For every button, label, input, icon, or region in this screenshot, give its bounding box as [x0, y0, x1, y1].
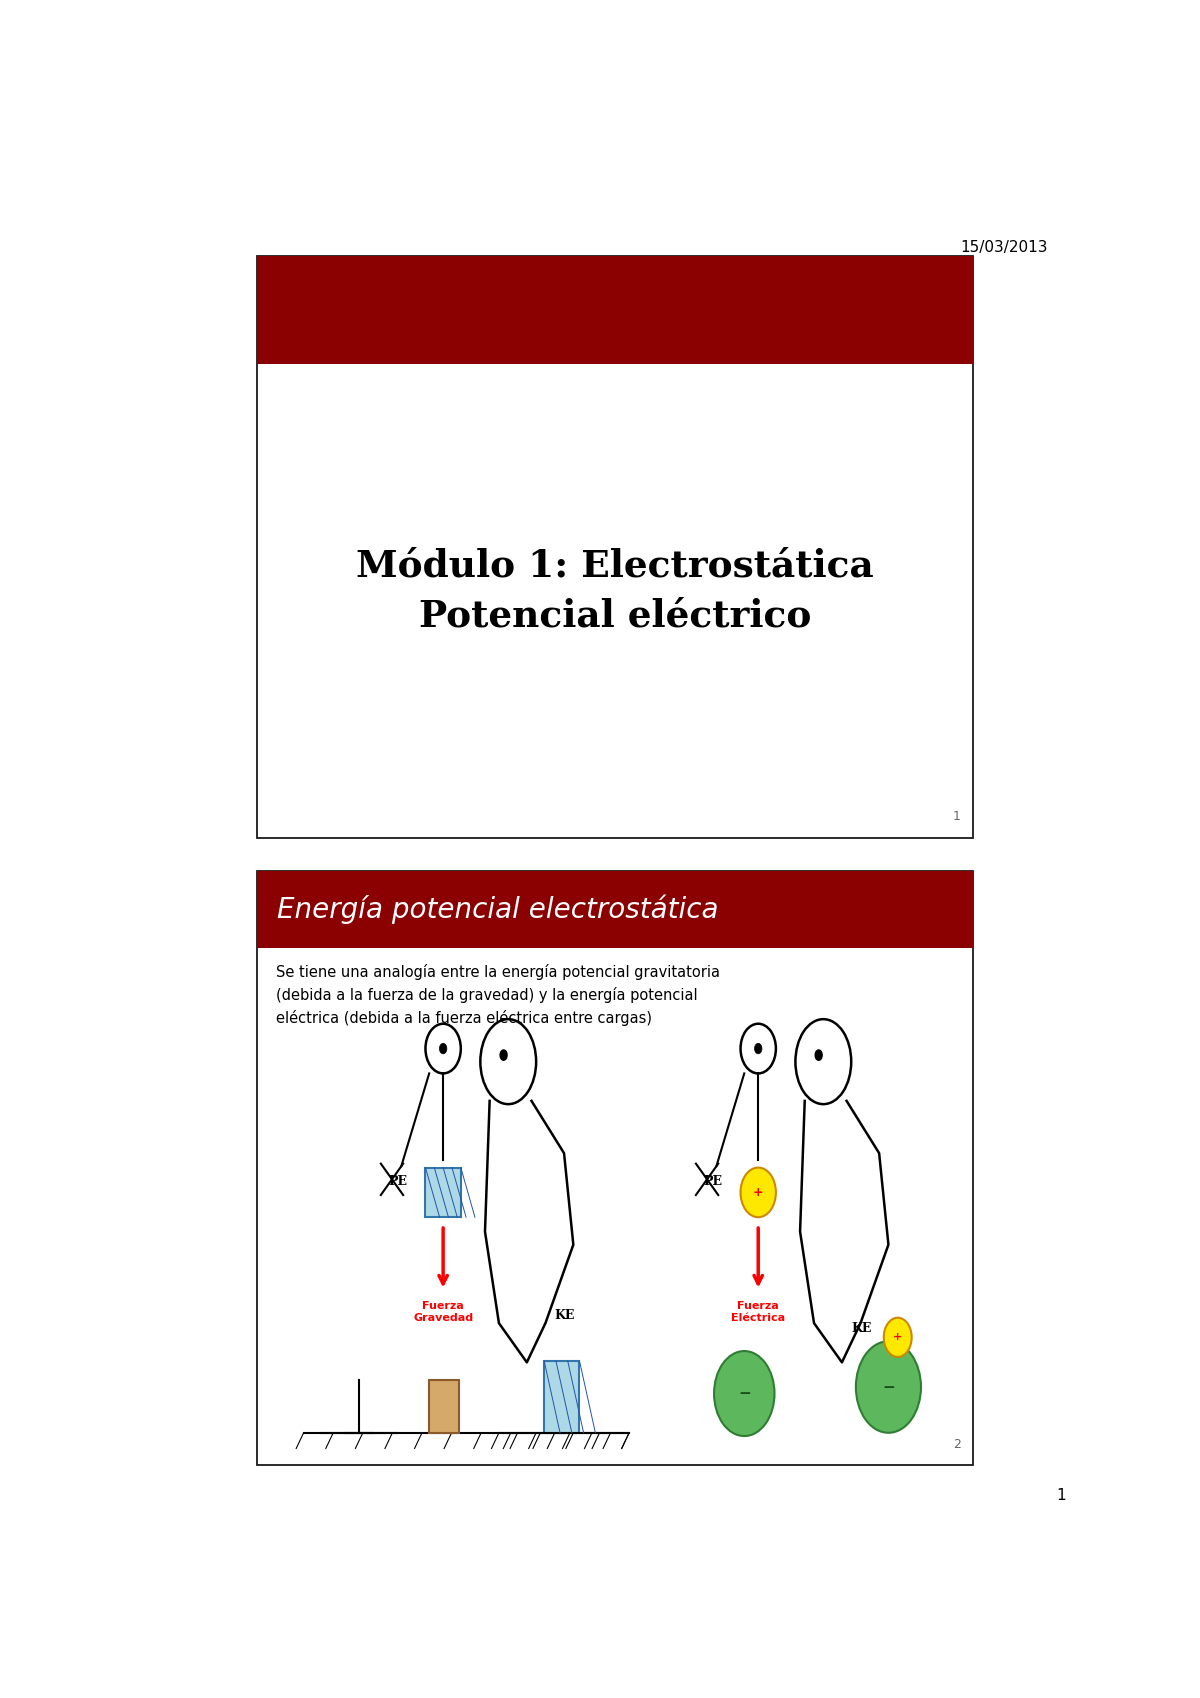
Text: 1: 1	[953, 810, 961, 824]
Bar	[544, 1360, 580, 1433]
Text: 2: 2	[953, 1438, 961, 1452]
Ellipse shape	[439, 1043, 446, 1054]
Text: 15/03/2013: 15/03/2013	[960, 241, 1048, 255]
Bar	[257, 871, 973, 947]
Ellipse shape	[856, 1341, 920, 1433]
Text: Energía potencial electrostática: Energía potencial electrostática	[277, 895, 719, 924]
Text: Módulo 1: Electrostática
Potencial eléctrico: Módulo 1: Electrostática Potencial eléct…	[356, 548, 874, 635]
Text: −: −	[738, 1386, 751, 1401]
Text: KE: KE	[554, 1309, 575, 1321]
Bar	[426, 1168, 461, 1217]
Text: −: −	[882, 1379, 895, 1394]
Bar	[257, 871, 973, 1465]
Bar	[257, 256, 973, 363]
Text: Fuerza
Eléctrica: Fuerza Eléctrica	[731, 1301, 785, 1323]
Ellipse shape	[815, 1049, 823, 1061]
Bar	[257, 256, 973, 837]
Ellipse shape	[714, 1352, 774, 1437]
Text: +: +	[752, 1185, 763, 1199]
Text: PE: PE	[389, 1175, 408, 1189]
Text: PE: PE	[704, 1175, 722, 1189]
Ellipse shape	[883, 1318, 912, 1357]
Text: +: +	[893, 1333, 902, 1343]
Ellipse shape	[499, 1049, 508, 1061]
Text: KE: KE	[851, 1321, 871, 1335]
Ellipse shape	[755, 1043, 762, 1054]
Text: Se tiene una analogía entre la energía potencial gravitatoria
(debida a la fuerz: Se tiene una analogía entre la energía p…	[276, 963, 720, 1026]
Bar	[430, 1380, 458, 1433]
Text: Fuerza
Gravedad: Fuerza Gravedad	[413, 1301, 473, 1323]
Ellipse shape	[740, 1168, 776, 1217]
Text: 1: 1	[1056, 1489, 1066, 1503]
